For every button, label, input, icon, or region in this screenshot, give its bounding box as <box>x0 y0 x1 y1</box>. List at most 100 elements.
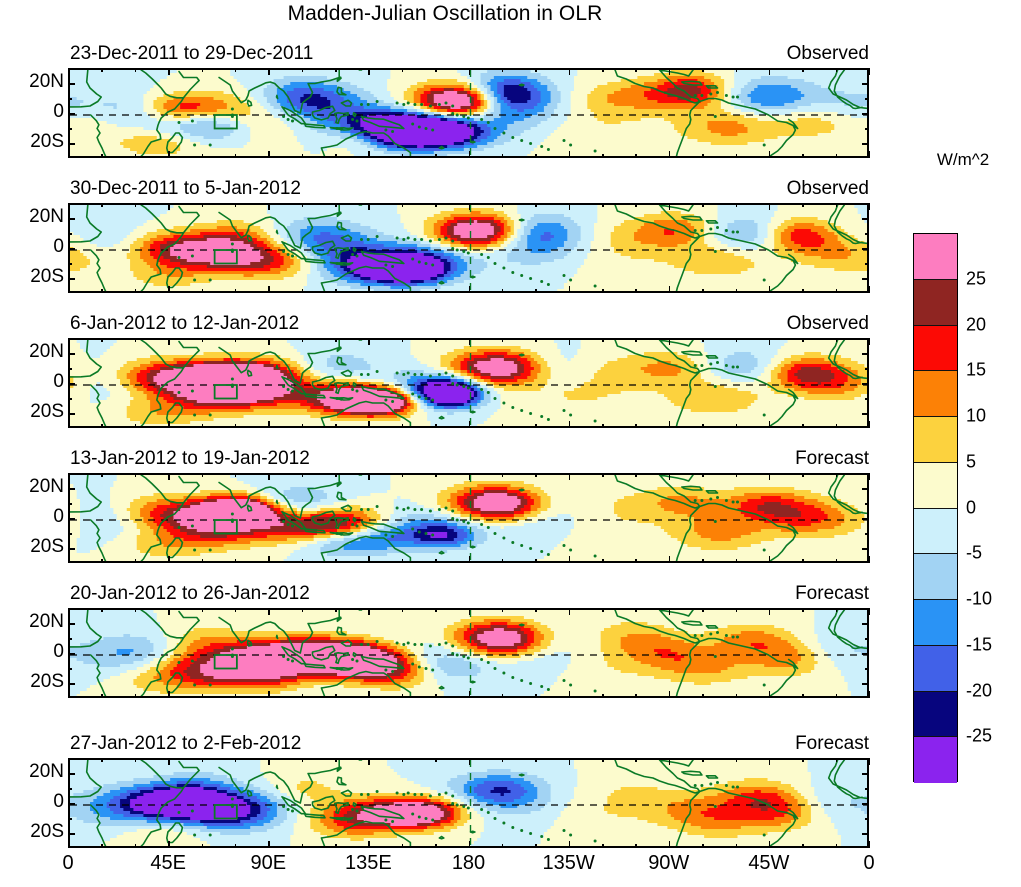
x-tick-mark <box>702 758 704 762</box>
x-tick-mark <box>168 203 170 210</box>
x-tick-mark <box>868 556 871 563</box>
x-tick-mark <box>335 844 337 848</box>
panel-period-label: 27-Jan-2012 to 2-Feb-2012 <box>70 733 302 754</box>
x-tick-mark <box>501 203 504 207</box>
colorbar-segment <box>914 462 957 509</box>
x-tick-mark <box>101 68 103 72</box>
y-axis-tick-label: 0 <box>53 101 64 122</box>
x-tick-mark <box>368 758 370 765</box>
x-tick-mark <box>168 68 170 75</box>
x-tick-mark <box>668 338 671 345</box>
x-tick-mark <box>168 421 170 428</box>
x-tick-mark <box>735 424 737 428</box>
x-tick-mark <box>301 473 304 477</box>
x-tick-mark <box>535 68 537 72</box>
x-tick-mark <box>101 289 103 293</box>
x-tick-mark <box>468 338 470 345</box>
x-tick-mark <box>835 68 838 72</box>
x-tick-mark <box>134 154 137 158</box>
x-tick-mark <box>468 421 470 428</box>
x-tick-mark <box>668 203 671 210</box>
y-tick-mark <box>68 128 72 130</box>
x-tick-mark <box>635 559 637 563</box>
x-tick-mark <box>468 841 470 848</box>
x-tick-mark <box>368 421 370 428</box>
x-tick-mark <box>535 844 537 848</box>
x-tick-mark <box>735 203 737 207</box>
x-axis-tick-label: 45W <box>748 852 790 874</box>
colorbar-tick-label: 0 <box>966 497 977 517</box>
y-tick-mark <box>862 548 869 550</box>
x-tick-mark <box>468 151 470 158</box>
x-tick-mark <box>835 203 838 207</box>
x-tick-mark <box>101 424 103 428</box>
y-tick-mark <box>865 98 869 100</box>
x-tick-mark <box>134 608 137 612</box>
y-tick-mark <box>68 113 75 115</box>
x-tick-mark <box>401 758 404 762</box>
x-tick-mark <box>268 841 270 848</box>
x-tick-mark <box>568 473 571 480</box>
x-tick-mark <box>368 841 370 848</box>
y-axis-tick-label: 20S <box>30 821 64 842</box>
x-tick-mark <box>101 844 103 848</box>
x-tick-mark <box>568 286 571 293</box>
x-tick-mark <box>68 608 70 615</box>
x-tick-mark <box>868 68 871 75</box>
x-tick-mark <box>702 559 704 563</box>
x-tick-mark <box>168 691 170 698</box>
x-tick-mark <box>535 559 537 563</box>
y-tick-mark <box>862 83 869 85</box>
x-tick-mark <box>635 473 637 477</box>
x-tick-mark <box>201 289 203 293</box>
x-tick-mark <box>401 844 404 848</box>
y-axis-tick-label: 0 <box>53 506 64 527</box>
x-tick-mark <box>868 203 871 210</box>
y-tick-mark <box>68 683 75 685</box>
panel-status-label: Forecast <box>795 448 869 469</box>
x-axis-tick-label: 135E <box>345 852 392 874</box>
x-tick-mark <box>568 203 571 210</box>
y-tick-mark <box>862 353 869 355</box>
y-tick-mark <box>68 818 72 820</box>
x-tick-mark <box>635 608 637 612</box>
x-tick-mark <box>535 338 537 342</box>
x-tick-mark <box>368 68 370 75</box>
y-tick-mark <box>865 398 869 400</box>
x-tick-mark <box>635 694 637 698</box>
x-tick-mark <box>134 473 137 477</box>
x-tick-mark <box>68 151 70 158</box>
x-tick-mark <box>234 203 237 207</box>
x-tick-mark <box>401 68 404 72</box>
x-tick-mark <box>234 694 237 698</box>
x-tick-mark <box>568 151 571 158</box>
x-tick-mark <box>268 608 270 615</box>
x-tick-mark <box>635 338 637 342</box>
x-tick-mark <box>735 694 737 698</box>
y-tick-mark <box>68 368 72 370</box>
x-tick-mark <box>168 556 170 563</box>
x-tick-mark <box>101 758 103 762</box>
x-tick-mark <box>335 289 337 293</box>
x-tick-mark <box>802 154 804 158</box>
x-tick-mark <box>201 154 203 158</box>
x-tick-mark <box>435 154 437 158</box>
x-tick-mark <box>768 556 771 563</box>
y-tick-mark <box>862 653 869 655</box>
colorbar-tick-label: 5 <box>966 451 977 472</box>
x-tick-mark <box>768 758 771 765</box>
y-tick-mark <box>865 638 869 640</box>
x-tick-mark <box>501 68 504 72</box>
x-tick-mark <box>468 758 470 765</box>
x-tick-mark <box>301 154 304 158</box>
y-tick-mark <box>68 533 72 535</box>
x-tick-mark <box>201 338 203 342</box>
x-tick-mark <box>702 424 704 428</box>
x-tick-mark <box>368 556 370 563</box>
x-tick-mark <box>134 758 137 762</box>
x-tick-mark <box>301 424 304 428</box>
x-tick-mark <box>568 556 571 563</box>
x-tick-mark <box>635 154 637 158</box>
x-tick-mark <box>868 841 871 848</box>
x-tick-mark <box>501 473 504 477</box>
